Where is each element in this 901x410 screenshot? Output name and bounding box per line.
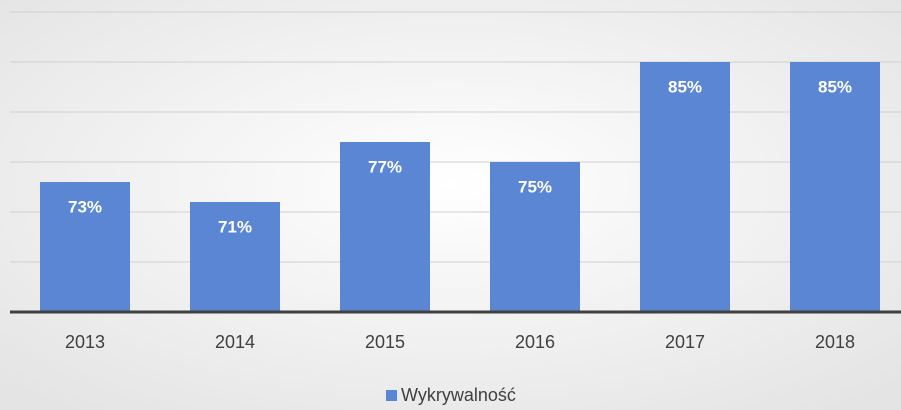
bar bbox=[790, 62, 880, 312]
bar bbox=[40, 182, 130, 312]
x-tick-label: 2014 bbox=[215, 332, 255, 352]
x-tick-label: 2016 bbox=[515, 332, 555, 352]
data-label: 73% bbox=[68, 197, 102, 216]
bar bbox=[640, 62, 730, 312]
bar bbox=[490, 162, 580, 312]
bar bbox=[190, 202, 280, 312]
legend-swatch bbox=[386, 390, 397, 401]
data-label: 85% bbox=[818, 77, 852, 96]
data-label: 77% bbox=[368, 157, 402, 176]
legend-label: Wykrywalność bbox=[401, 385, 516, 405]
x-tick-label: 2015 bbox=[365, 332, 405, 352]
x-tick-label: 2017 bbox=[665, 332, 705, 352]
x-tick-label: 2013 bbox=[65, 332, 105, 352]
data-label: 85% bbox=[668, 77, 702, 96]
bar bbox=[340, 142, 430, 312]
x-tick-label: 2018 bbox=[815, 332, 855, 352]
data-label: 71% bbox=[218, 217, 252, 236]
data-label: 75% bbox=[518, 177, 552, 196]
